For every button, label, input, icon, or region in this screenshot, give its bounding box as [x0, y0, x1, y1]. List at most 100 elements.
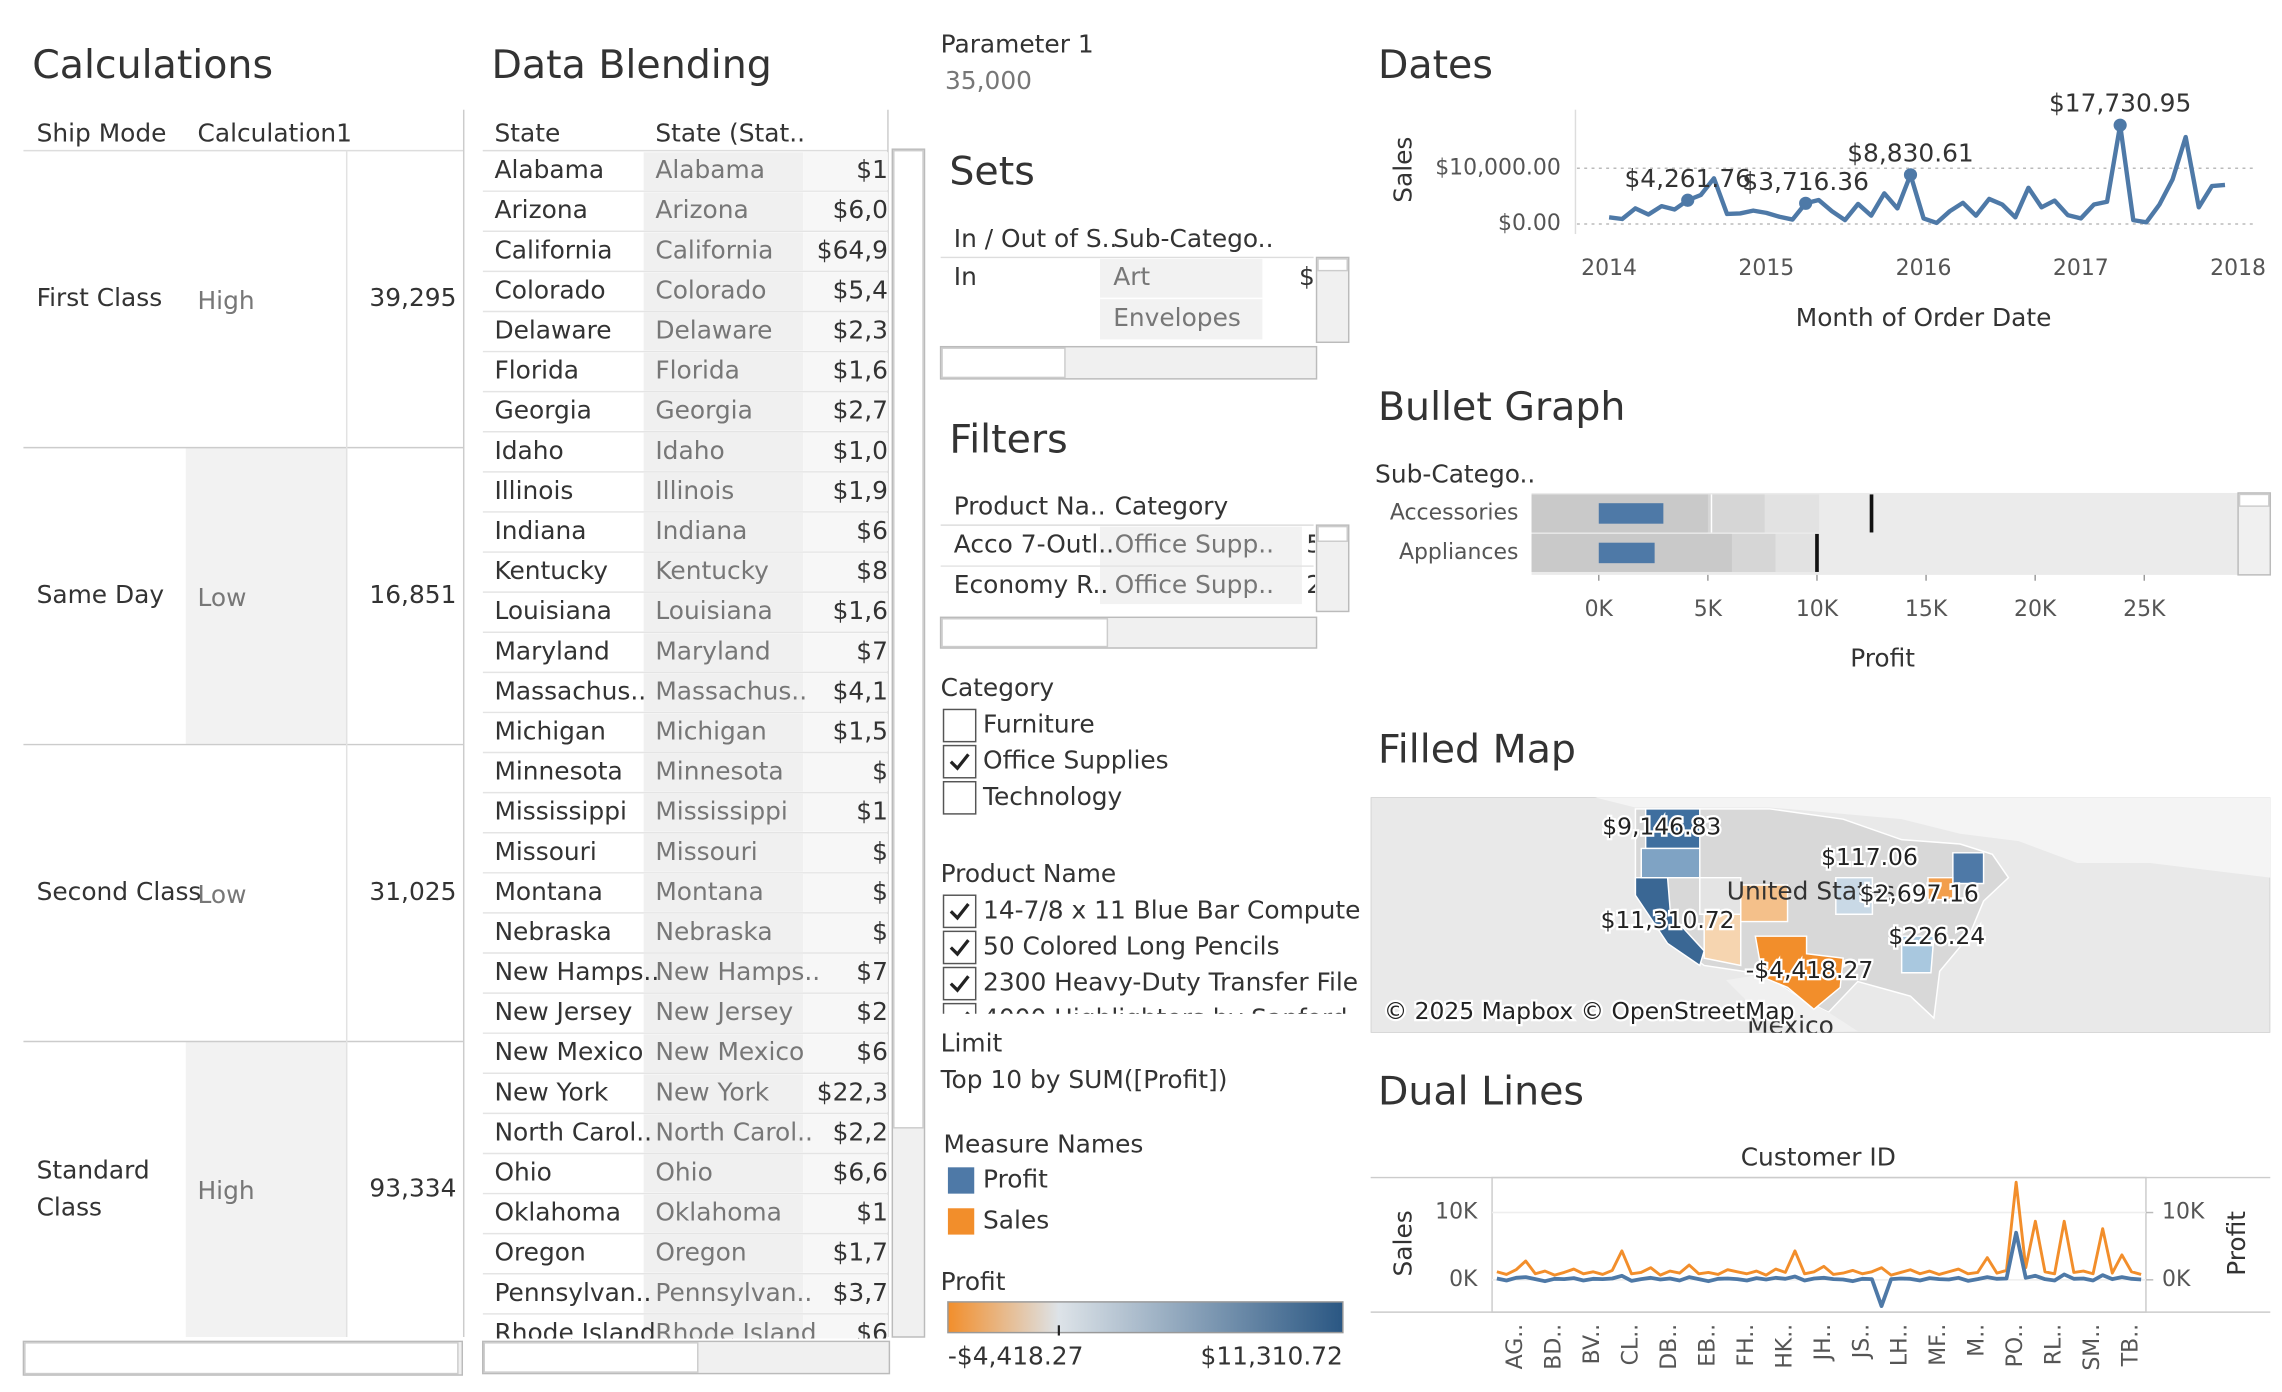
checkbox[interactable] [942, 894, 977, 929]
cell-shade [643, 593, 804, 632]
checkbox[interactable] [942, 930, 977, 965]
cell-shade [643, 1234, 804, 1273]
annotation: $3,716.36 [1742, 167, 1869, 196]
annotation: $8,830.61 [1847, 138, 1974, 167]
row-label: Colorado [494, 275, 605, 304]
limit-label: Limit [941, 1028, 1003, 1057]
cell-shade [803, 994, 888, 1033]
scrollbar-thumb [1317, 258, 1348, 272]
scrollbar-thumb [1317, 525, 1348, 542]
row-label: Pennsylvan.. [494, 1278, 651, 1307]
cell-shade [643, 272, 804, 311]
cell-shade [643, 392, 804, 431]
cell-shade [803, 593, 888, 632]
cell-shade [803, 633, 888, 672]
point [2113, 118, 2127, 132]
x-tick-label: PO.. [2003, 1324, 2028, 1368]
row-label: Florida [494, 356, 579, 385]
cell-value: $6 [856, 1318, 888, 1347]
filter-option[interactable]: 4000 Highlighters by Sanford [983, 1004, 1347, 1033]
cell-shade [803, 713, 888, 752]
cell-value: $2,2 [833, 1117, 888, 1146]
cell-value: $7 [856, 957, 888, 986]
point [1681, 193, 1695, 207]
cell: Envelopes [1113, 303, 1241, 332]
y-tick-label: $0.00 [1498, 211, 1561, 236]
y2-axis-label: Profit [2222, 1211, 2251, 1276]
plot-frame [1491, 1176, 2147, 1313]
checkbox[interactable] [942, 966, 977, 1001]
x-axis-label: Customer ID [1741, 1143, 1896, 1172]
filter-option[interactable]: 14-7/8 x 11 Blue Bar Computer .. [983, 895, 1394, 924]
group: 14-7/8 x 11 Blue Bar Computer .. 50 Color… [942, 894, 1394, 1036]
cell-shade [803, 1154, 888, 1193]
scrollbar-thumb [941, 347, 1066, 379]
cell-shade [803, 1114, 888, 1153]
cell: New Hamps.. [655, 957, 820, 986]
x-tick-label: AG.. [1503, 1324, 1528, 1370]
cell-shade [643, 1114, 804, 1153]
cell-shade [643, 192, 804, 231]
place-label: United States [1727, 876, 1895, 905]
row-label: Same Day [37, 580, 165, 609]
checkbox[interactable] [942, 780, 977, 815]
series-line [1496, 1180, 2142, 1277]
x-tick-label: MF.. [1926, 1324, 1951, 1366]
section-title: Bullet Graph [1378, 384, 1626, 430]
cell-value: $8 [856, 556, 888, 585]
row-label: In [954, 262, 977, 291]
cell-value: $6 [856, 516, 888, 545]
x-tick-label: 25K [2123, 597, 2166, 622]
cell-shade [643, 553, 804, 592]
place-label: Mexico [1747, 1011, 1834, 1040]
map-label: $2,697.16 [1860, 880, 1979, 908]
cell-shade [803, 1274, 888, 1313]
y2-tick-label: 10K [2162, 1200, 2205, 1225]
row-label: First Class [37, 283, 163, 312]
point [1799, 196, 1813, 210]
cell-shade [803, 1194, 888, 1233]
row-label: Illinois [494, 476, 573, 505]
cell-shade [803, 512, 888, 552]
legend-min: -$4,418.27 [948, 1341, 1083, 1370]
column-header: Calculation1 [197, 119, 352, 148]
checkbox[interactable] [942, 1002, 977, 1036]
cell-shade [643, 873, 804, 912]
cell: Massachus.. [655, 676, 807, 705]
section-title: Data Blending [492, 42, 772, 88]
cell-value: $1,6 [833, 356, 888, 385]
filter-option[interactable]: 50 Colored Long Pencils [983, 931, 1280, 960]
scrollbar [1315, 256, 1350, 344]
filter-option[interactable]: Office Supplies [983, 746, 1169, 775]
filter-option[interactable]: Furniture [983, 710, 1095, 739]
x-tick-label: BV.. [1580, 1324, 1605, 1365]
cell-shade [643, 1274, 804, 1313]
checkbox[interactable] [942, 708, 977, 743]
cell-shade [803, 1314, 888, 1339]
x-tick-label: TB.. [2119, 1324, 2144, 1367]
column-header: State [494, 119, 560, 148]
group: In Art $ Envelopes [940, 256, 1315, 340]
cell-value: $7 [856, 636, 888, 665]
map-state [1640, 847, 1701, 879]
cell-shade [643, 312, 804, 351]
cell-value: $64,9 [817, 235, 888, 264]
filter-option[interactable]: Technology [982, 782, 1122, 811]
x-tick-label: 0K [1585, 597, 1614, 622]
cell-shade [1100, 258, 1263, 340]
group: United States Mexico $9,146.83 $117.06 $2,69… [1382, 810, 1988, 1040]
cell: Pennsylvan.. [655, 1278, 812, 1307]
cell-shade [803, 312, 888, 351]
row-label: Georgia [494, 396, 591, 425]
filter-option[interactable]: 2300 Heavy-Duty Transfer File .. [983, 968, 1382, 997]
x-tick-label: JS.. [1849, 1324, 1874, 1360]
checkbox[interactable] [942, 744, 977, 779]
annotation: $4,261.76 [1624, 164, 1751, 193]
column-header: State (Stat.. [655, 119, 805, 148]
checkmark [949, 753, 970, 771]
cell-shade [803, 873, 888, 912]
row-label: Alabama [494, 155, 604, 184]
cell-value: $6,6 [833, 1158, 888, 1187]
x-tick-label: FH.. [1734, 1324, 1759, 1367]
x-tick-label: SM.. [2080, 1324, 2105, 1371]
